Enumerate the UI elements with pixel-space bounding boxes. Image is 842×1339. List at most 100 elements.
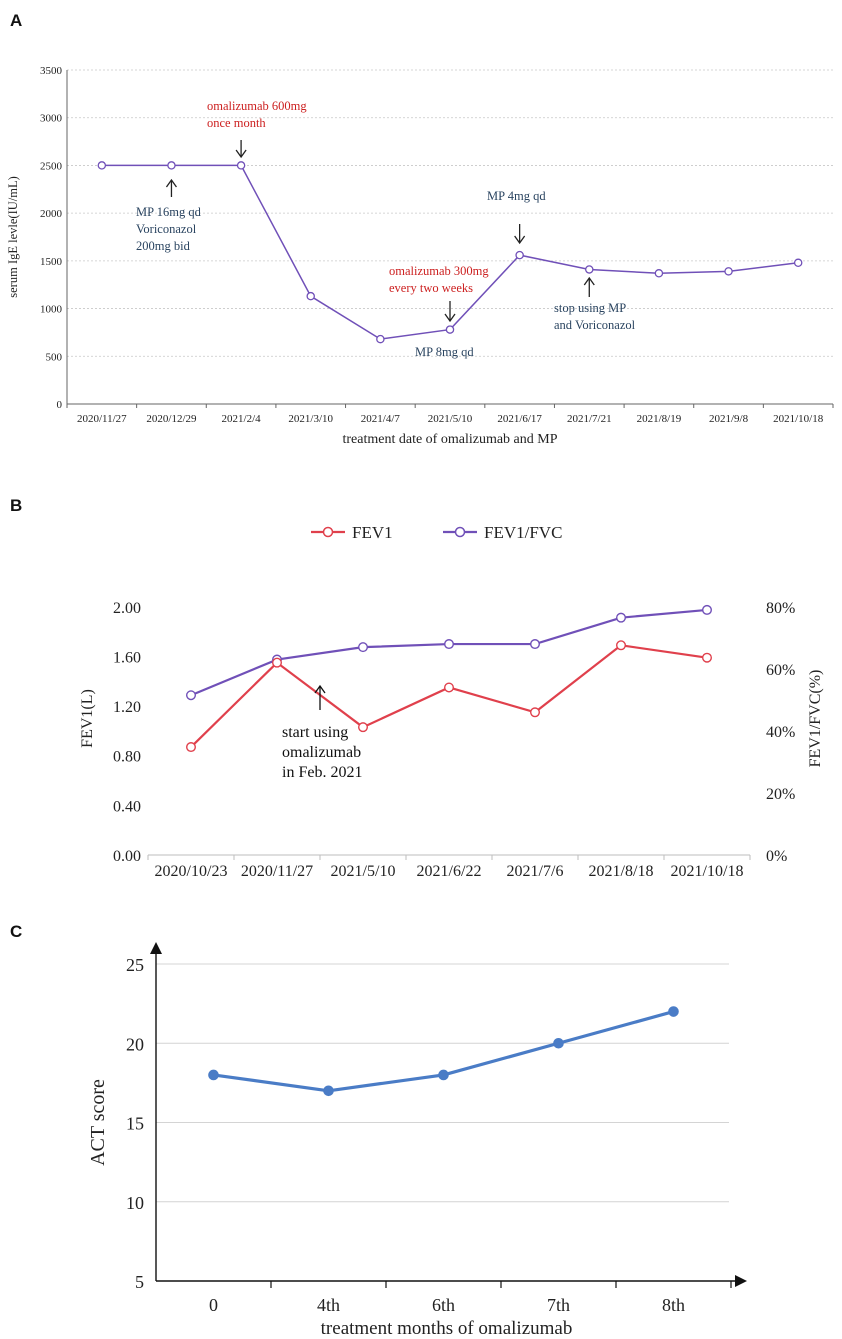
y-tick-label: 2000	[40, 208, 63, 220]
annotation-arrow	[583, 276, 595, 297]
annotation-arrow	[165, 178, 177, 197]
y-axis-title: FEV1(L)	[79, 689, 96, 748]
data-point-fev1	[616, 640, 627, 651]
x-tick-label: 2020/10/23	[155, 863, 228, 880]
x-tick-label: 2021/5/10	[331, 863, 396, 880]
annotation-arrow	[444, 301, 456, 323]
annotation-line: MP 8mg qd	[415, 345, 474, 359]
y-tick-label: 3500	[40, 65, 63, 77]
x-tick-label: 2021/6/17	[497, 413, 542, 425]
series-line-fev1	[190, 644, 708, 748]
x-tick-label: 2020/12/29	[146, 413, 197, 425]
y2-axis-title: FEV1/FVC(%)	[807, 670, 824, 768]
annotation: start using omalizumab in Feb. 2021	[282, 684, 362, 781]
annotation-line: Voriconazol	[136, 222, 197, 236]
x-tick-label: 7th	[547, 1295, 570, 1315]
legend-item: FEV1	[311, 523, 393, 542]
y-tick-label: 0.40	[113, 798, 141, 815]
y-tick-label: 5	[135, 1272, 144, 1292]
annotation-text: omalizumab 300mg every two weeks	[389, 264, 489, 295]
x-axis-title: treatment date of omalizumab and MP	[343, 432, 558, 447]
y2-tick-label: 60%	[766, 662, 795, 679]
legend-label: FEV1	[352, 523, 393, 542]
data-point-fev1-fvc	[444, 639, 455, 650]
data-point-fev1	[185, 742, 196, 753]
annotation-line: start using	[282, 724, 348, 741]
y-tick-label: 0.80	[113, 749, 141, 766]
x-tick-label: 2021/2/4	[222, 413, 262, 425]
legend-swatch-marker	[454, 526, 466, 538]
data-point	[208, 1069, 219, 1081]
annotation-text: MP 16mg qd Voriconazol 200mg bid	[136, 205, 202, 253]
chart-panel-a: A 0 500 1000 1500 2000 2500 3000 3500 2020/11/27…	[6, 11, 834, 447]
annotation: omalizumab 300mg every two weeks	[389, 264, 489, 323]
arrow-head	[444, 313, 456, 323]
annotation-line: omalizumab 600mg	[207, 99, 307, 113]
x-axis-arrowhead	[735, 1275, 747, 1287]
annotation-line: stop using MP	[554, 301, 626, 315]
y2-tick-label: 40%	[766, 724, 795, 741]
data-point-fev1	[272, 657, 283, 668]
annotation-line: 200mg bid	[136, 239, 191, 253]
data-point	[167, 161, 176, 170]
annotation: MP 8mg qd	[415, 345, 474, 359]
y-tick-label: 20	[126, 1034, 144, 1054]
legend-label: FEV1/FVC	[484, 523, 562, 542]
x-tick-label: 2021/8/18	[589, 863, 654, 880]
y-axis-title: serum IgE levle(IU/mL)	[6, 176, 20, 297]
arrow-head	[165, 178, 177, 188]
annotation-arrow	[514, 224, 526, 245]
x-tick-label: 2020/11/27	[241, 863, 313, 880]
y-tick-label: 0.00	[113, 848, 141, 865]
data-point	[515, 250, 524, 260]
data-point	[376, 334, 385, 344]
chart-panel-b: B 0.00 0.40 0.80 1.20 1.60 2.00 0% 20% 40% 60% 80%…	[10, 496, 824, 880]
y2-tick-label: 80%	[766, 600, 795, 617]
data-point	[585, 265, 594, 274]
data-point-fev1-fvc	[185, 690, 196, 701]
legend-swatch-marker	[322, 526, 334, 538]
panel-letter-c: C	[10, 922, 22, 941]
x-tick-label: 2021/3/10	[288, 413, 333, 425]
annotation: omalizumab 600mg once month	[207, 99, 307, 159]
data-point-fev1	[358, 722, 369, 733]
annotation-text: MP 4mg qd	[487, 189, 546, 203]
data-point	[668, 1006, 679, 1017]
annotation-arrow	[314, 684, 326, 710]
annotation: stop using MP and Voriconazol	[554, 276, 636, 332]
data-point-fev1-fvc	[702, 604, 713, 615]
y-tick-label: 15	[126, 1114, 144, 1134]
x-tick-label: 2021/10/18	[773, 413, 824, 425]
x-tick-label: 2021/5/10	[428, 413, 473, 425]
y-tick-label: 500	[46, 351, 63, 363]
panel-letter-a: A	[10, 11, 22, 30]
annotation-line: every two weeks	[389, 281, 473, 295]
data-point-fev1	[530, 707, 541, 718]
annotation-line: and Voriconazol	[554, 318, 636, 332]
y-axis-arrowhead	[150, 942, 162, 954]
data-point	[793, 258, 803, 268]
data-point	[438, 1069, 449, 1081]
annotation: MP 4mg qd	[487, 189, 546, 245]
y-tick-label: 10	[126, 1193, 144, 1213]
y2-tick-label: 20%	[766, 786, 795, 803]
y-tick-label: 3000	[40, 113, 63, 125]
arrow-head	[314, 684, 326, 694]
x-tick-label: 2021/10/18	[671, 863, 744, 880]
annotation-text: start using omalizumab in Feb. 2021	[282, 724, 362, 781]
y-tick-label: 1.60	[113, 649, 141, 666]
annotation-line: MP 16mg qd	[136, 205, 202, 219]
annotation-arrow	[235, 140, 247, 159]
data-point	[445, 325, 455, 334]
y-tick-label: 1.20	[113, 699, 141, 716]
y-tick-label: 2500	[40, 160, 63, 172]
arrow-head	[235, 149, 247, 159]
panel-letter-b: B	[10, 496, 22, 515]
y-tick-label: 25	[126, 955, 144, 975]
y-axis-title: ACT score	[87, 1079, 109, 1166]
x-tick-label: 0	[209, 1295, 218, 1315]
data-point	[306, 291, 315, 301]
y-tick-label: 2.00	[113, 600, 141, 617]
data-point	[553, 1037, 564, 1049]
legend: FEV1 FEV1/FVC	[311, 523, 562, 542]
